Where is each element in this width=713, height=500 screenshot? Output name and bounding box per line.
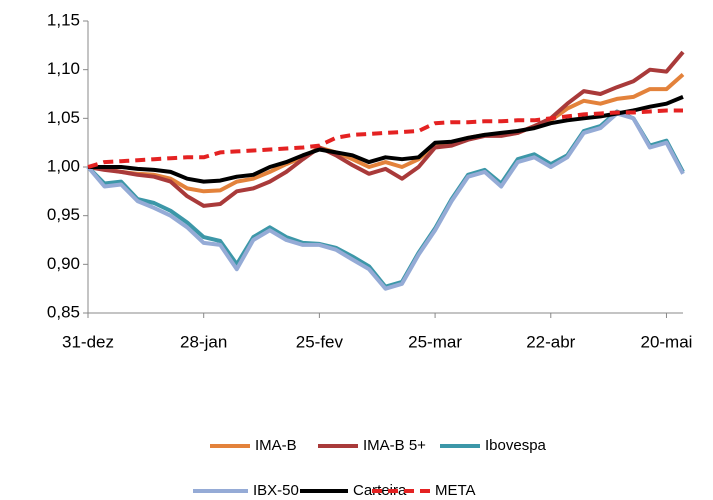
y-tick-label: 0,85	[47, 302, 80, 321]
series-line	[87, 73, 685, 194]
y-tick-label: 0,95	[47, 205, 80, 224]
y-tick-label: 1,05	[47, 108, 80, 127]
legend-label: META	[435, 482, 476, 499]
series-line	[86, 111, 685, 291]
x-tick-label: 28-jan	[180, 332, 227, 351]
legend-label: IBX-50	[253, 482, 299, 499]
series-line	[86, 109, 685, 289]
legend-label: IMA-B	[255, 437, 297, 454]
x-tick-label: 31-dez	[62, 332, 114, 351]
series-line	[87, 50, 685, 208]
series-line	[87, 108, 683, 169]
y-tick-label: 1,00	[47, 156, 80, 175]
series-line	[88, 95, 684, 184]
y-tick-label: 0,90	[47, 254, 80, 273]
x-tick-label: 22-abr	[526, 332, 575, 351]
y-tick-label: 1,10	[47, 59, 80, 78]
x-tick-label: 25-mar	[408, 332, 462, 351]
legend-label: IMA-B 5+	[363, 437, 426, 454]
x-tick-label: 25-fev	[296, 332, 344, 351]
x-tick-label: 20-mai	[640, 332, 692, 351]
y-tick-label: 1,15	[47, 10, 80, 29]
legend-label: Ibovespa	[485, 437, 547, 454]
